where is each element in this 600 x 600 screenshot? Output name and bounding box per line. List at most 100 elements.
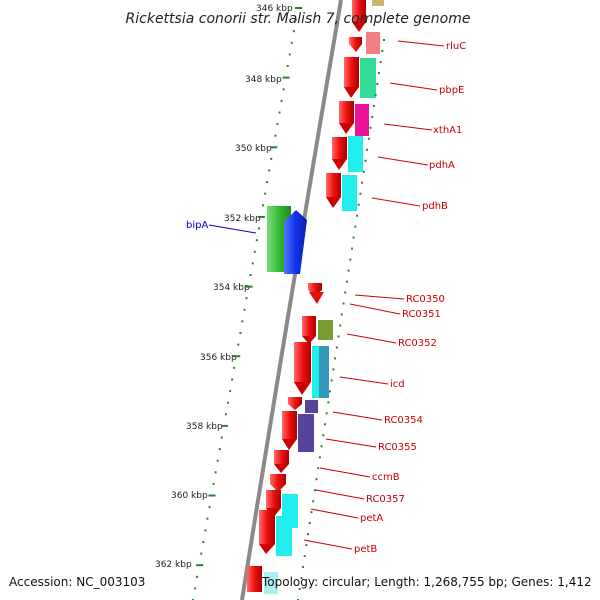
track-dot — [361, 181, 364, 184]
cds-arrow — [326, 197, 341, 208]
track-dot — [305, 544, 308, 547]
cds-arrow — [349, 37, 362, 52]
cds-arrow — [344, 57, 359, 87]
tick-label: 346 kbp — [256, 4, 293, 14]
track-dot — [344, 291, 347, 294]
scale-tick — [270, 146, 278, 149]
track-dot — [237, 343, 240, 346]
track-dot — [245, 297, 248, 300]
track-dot — [322, 434, 325, 437]
leader-line — [389, 82, 438, 91]
gene-label-RC0354[interactable]: RC0354 — [384, 415, 423, 426]
track-dot — [274, 134, 277, 137]
track-dot — [266, 181, 269, 184]
gene-label-RC0355[interactable]: RC0355 — [378, 442, 417, 453]
gene-label-RC0350[interactable]: RC0350 — [406, 294, 445, 305]
track-dot — [324, 423, 326, 426]
track-dot — [334, 357, 337, 360]
gene-label-rluC[interactable]: rluC — [446, 41, 466, 52]
track-dot — [335, 346, 338, 349]
track-dot — [264, 192, 267, 195]
track-dot — [202, 541, 205, 543]
leader-line — [319, 467, 371, 478]
cog-box — [360, 58, 376, 98]
gene-label-pdhA[interactable]: pdhA — [429, 160, 455, 171]
tick-label: 348 kbp — [245, 75, 282, 85]
cds-arrow — [288, 397, 302, 410]
tick-label: 358 kbp — [186, 422, 223, 432]
track-dot — [288, 53, 291, 56]
track-dot — [376, 82, 379, 85]
gene-label-petA[interactable]: petA — [360, 513, 383, 524]
track-dot — [276, 123, 279, 126]
gene-glyphs — [247, 0, 384, 594]
track-dot — [364, 159, 367, 162]
track-dot — [300, 577, 303, 579]
gc-dotted-tracks — [192, 7, 385, 600]
gene-label-ccmB[interactable]: ccmB — [372, 472, 400, 483]
gene-label-petB[interactable]: petB — [354, 544, 377, 555]
cds-arrow — [274, 464, 289, 473]
scale-tick — [233, 355, 241, 358]
gene-label-icd[interactable]: icd — [390, 379, 405, 390]
gene-label-RC0351[interactable]: RC0351 — [402, 309, 441, 320]
track-dot — [208, 506, 211, 509]
scale-tick — [220, 424, 228, 427]
track-dot — [204, 529, 207, 532]
gene-label-pdhB[interactable]: pdhB — [422, 201, 448, 212]
cds-arrow — [352, 22, 366, 32]
leader-line — [325, 438, 377, 448]
cog-box — [319, 346, 329, 398]
gene-label-RC0352[interactable]: RC0352 — [398, 338, 437, 349]
cog-box — [348, 136, 363, 172]
cds-arrow — [270, 474, 286, 492]
track-dot — [212, 482, 215, 485]
track-dot — [312, 500, 315, 503]
track-dot — [317, 467, 320, 470]
cog-box — [312, 346, 322, 398]
track-dot — [268, 169, 271, 172]
track-dot — [347, 269, 350, 272]
tick-label: 354 kbp — [213, 283, 250, 293]
tick-labels: 346 kbp 348 kbp 350 kbp 352 kbp 354 kbp … — [155, 4, 293, 570]
track-dot — [352, 236, 355, 239]
cog-box — [372, 0, 384, 6]
track-dot — [233, 366, 236, 369]
cds-arrow — [302, 316, 316, 336]
scale-tick — [282, 76, 290, 79]
track-dot — [294, 18, 297, 21]
track-dot — [196, 575, 199, 578]
track-dot — [206, 517, 209, 520]
track-dot — [270, 157, 273, 160]
track-dot — [349, 258, 352, 261]
track-dot — [372, 104, 375, 107]
gene-label-pbpE[interactable]: pbpE — [439, 85, 464, 96]
gene-label-xthA1[interactable]: xthA1 — [433, 125, 462, 136]
cds-arrow — [266, 490, 281, 508]
track-dot — [220, 436, 223, 439]
cds-arrow — [259, 510, 275, 544]
tick-label: 360 kbp — [171, 491, 208, 501]
gene-label-bipA[interactable]: bipA — [186, 220, 208, 231]
track-dot — [243, 308, 246, 311]
track-dot — [200, 552, 203, 555]
track-dot — [249, 274, 252, 276]
track-dot — [224, 413, 227, 416]
cog-box — [298, 414, 314, 452]
gene-leader-lines — [208, 40, 445, 550]
gene-labels: rluC pbpE xthA1 pdhA pdhB bipA RC0350 RC… — [186, 41, 466, 555]
track-dot — [280, 99, 283, 102]
track-dot — [383, 39, 385, 41]
tick-label: 362 kbp — [155, 560, 192, 570]
leader-line — [346, 333, 397, 344]
accession-text: Accession: NC_003103 — [9, 575, 145, 589]
track-dot — [339, 324, 342, 327]
track-dot — [278, 111, 281, 114]
gene-label-RC0357[interactable]: RC0357 — [366, 494, 405, 505]
leader-line — [371, 197, 421, 207]
track-dot — [194, 587, 197, 590]
track-dot — [357, 203, 360, 206]
leader-line — [315, 489, 365, 500]
